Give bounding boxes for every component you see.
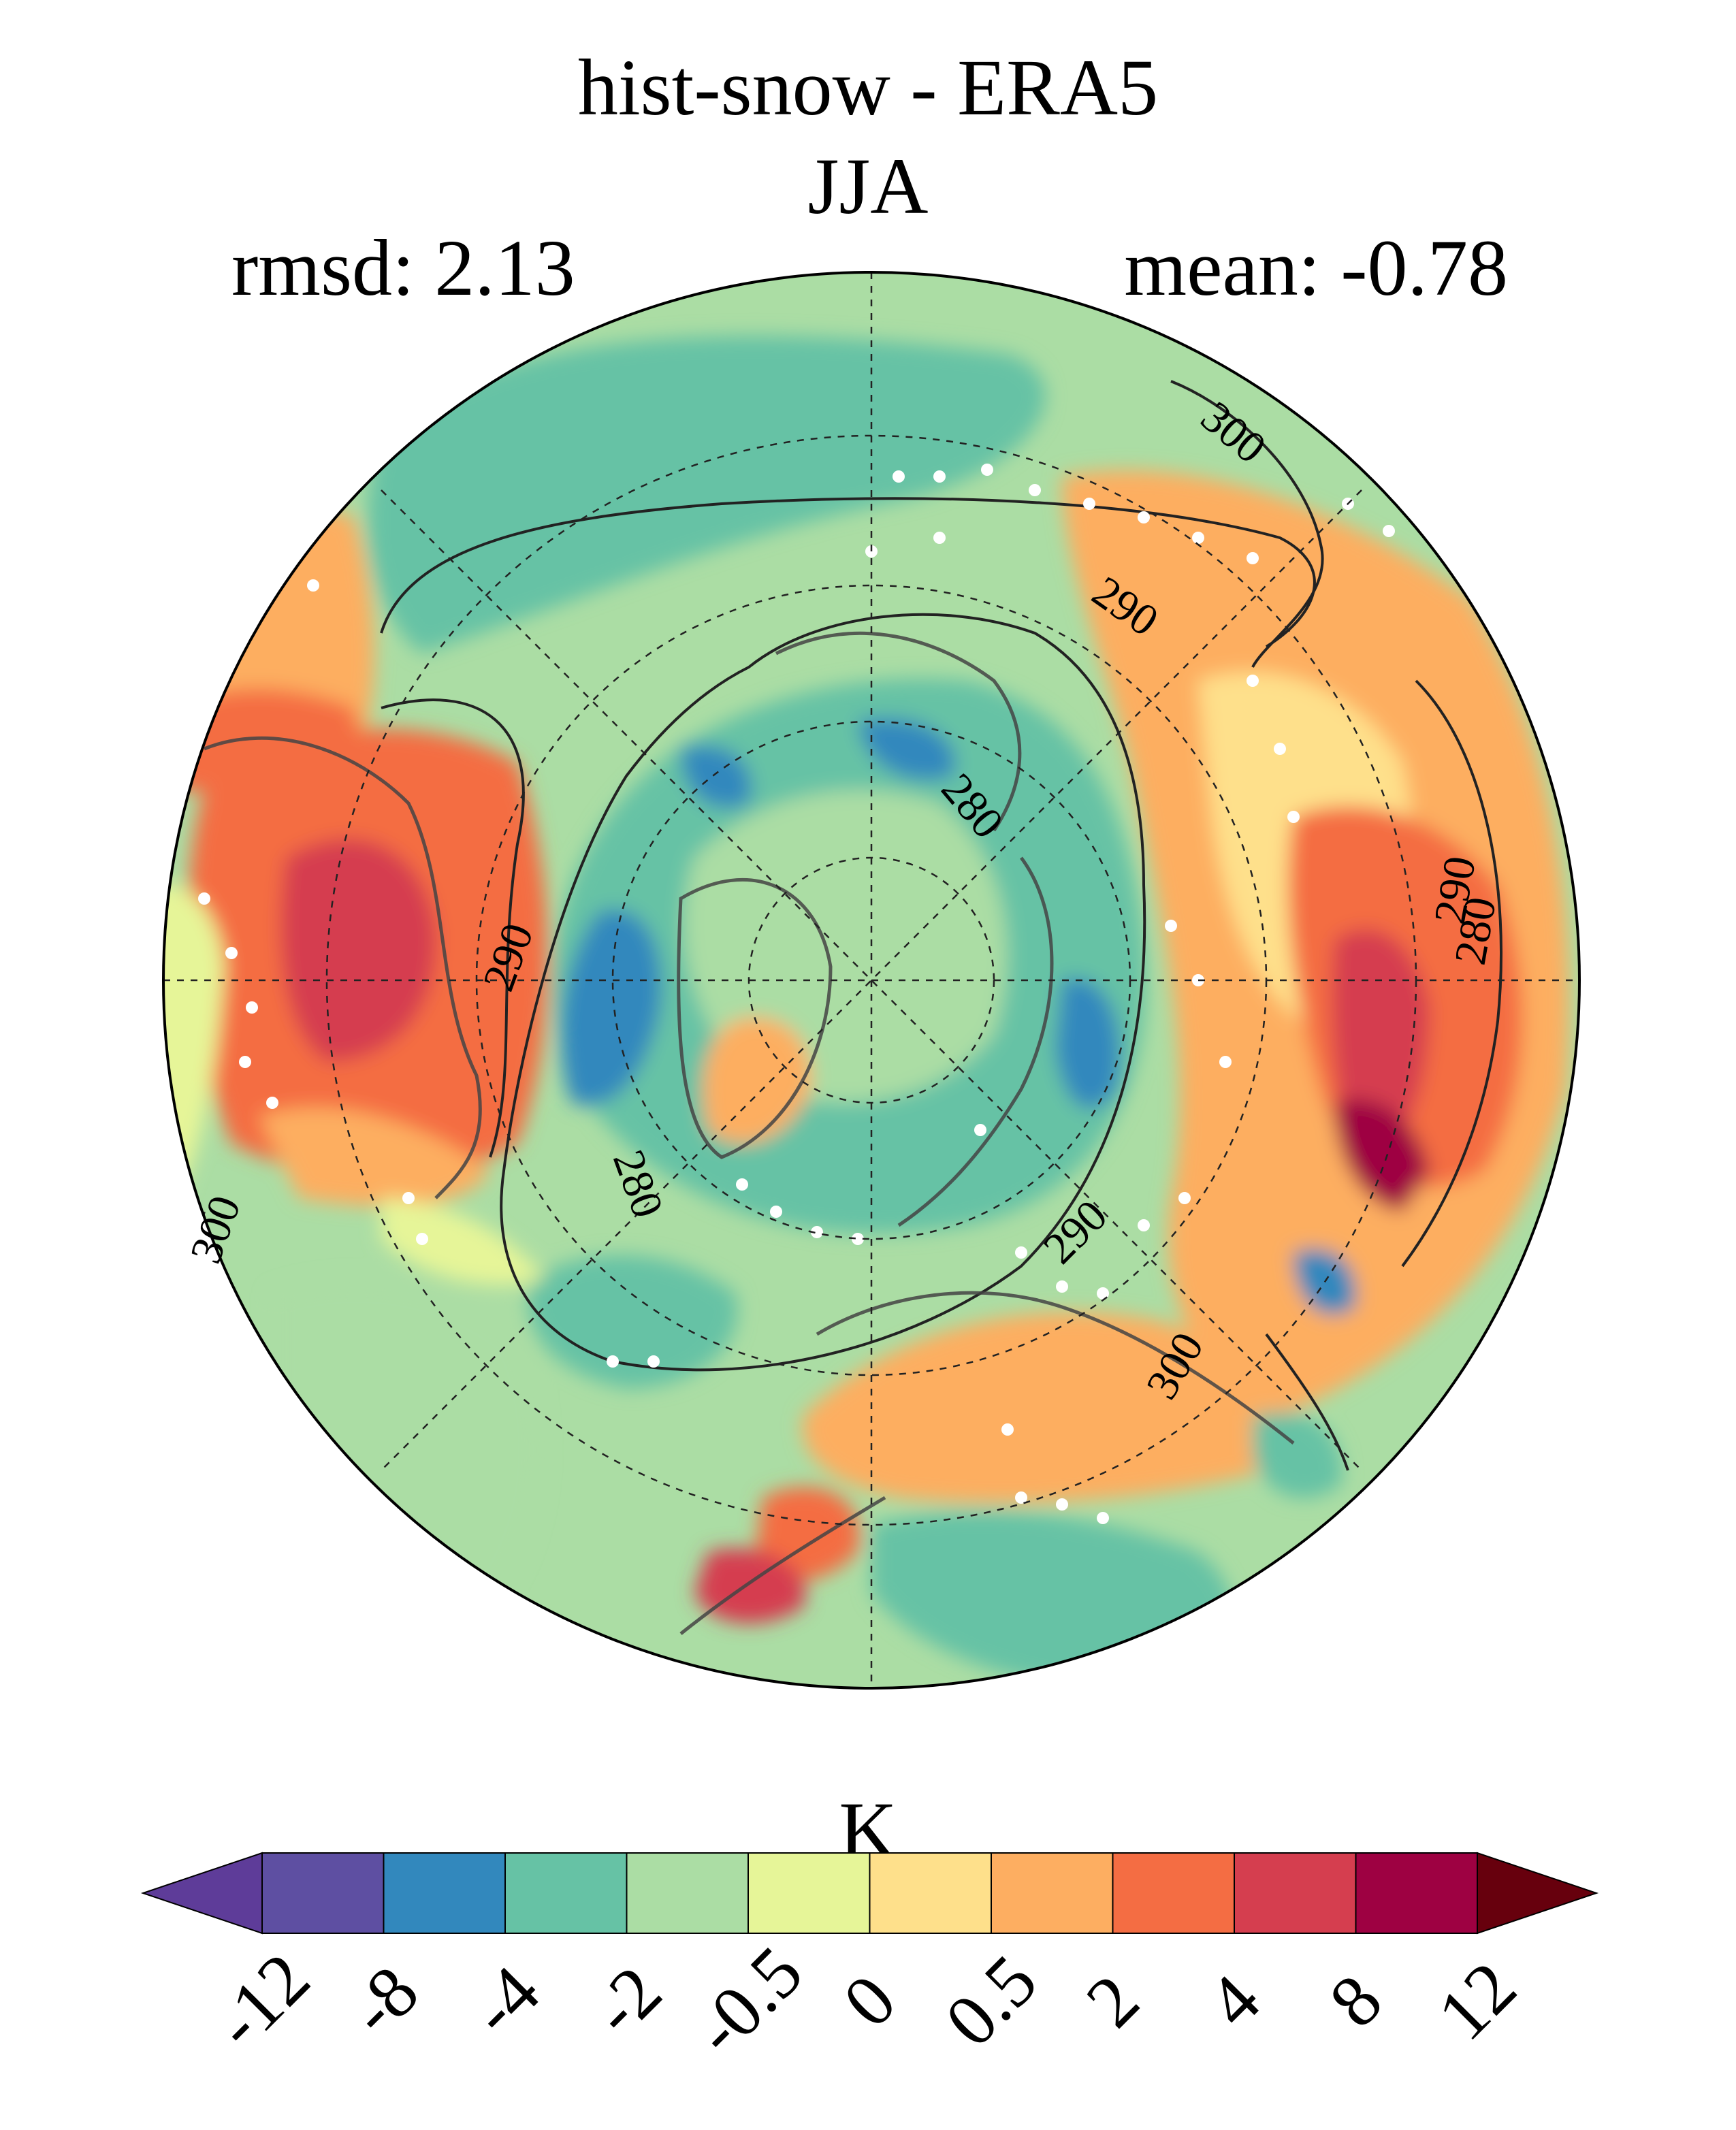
- colorbar-segment: [261, 1852, 385, 1934]
- colorbar-segment: [991, 1852, 1114, 1934]
- colorbar-segment: [383, 1852, 506, 1934]
- significance-stippling: [198, 464, 1395, 1524]
- mean-label: mean: -0.78: [1124, 223, 1508, 312]
- contour-label: 290: [1425, 852, 1485, 927]
- contour-label: 280: [1445, 893, 1506, 968]
- colorbar-extend-min: [140, 1852, 263, 1935]
- rmsd-label: rmsd: 2.13: [231, 223, 575, 312]
- colorbar-segment: [504, 1852, 628, 1934]
- plot-title: hist-snow - ERA5: [577, 43, 1159, 132]
- colorbar-segment: [869, 1852, 992, 1934]
- graticule: [163, 272, 1579, 1688]
- colorbar-segment: [748, 1852, 871, 1934]
- map-boundary: [162, 271, 1581, 1690]
- season-label: JJA: [807, 142, 929, 231]
- colorbar-segment: [1234, 1852, 1357, 1934]
- colorbar-segment: [1355, 1852, 1478, 1934]
- colorbar-segment: [626, 1852, 749, 1934]
- colorbar-extend-max: [1477, 1852, 1599, 1935]
- colorbar-segment: [1112, 1852, 1235, 1934]
